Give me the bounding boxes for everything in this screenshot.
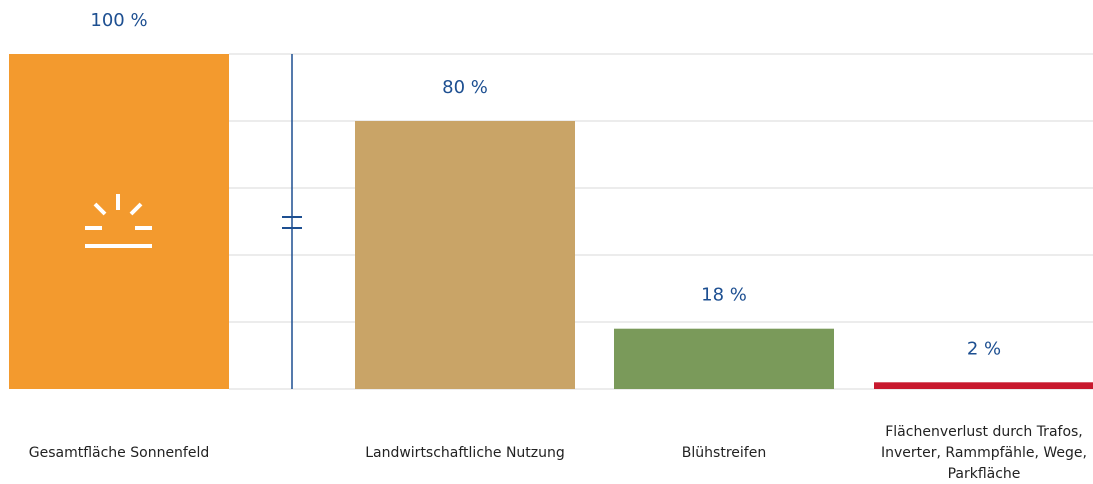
bar: [874, 382, 1093, 389]
category-label: Blühstreifen: [611, 418, 837, 484]
category-label: Landwirtschaftliche Nutzung: [352, 418, 578, 484]
chart: 100 % 80 % 18 % 2 % Gesamtfläche Sonnenfeld…: [0, 0, 1093, 484]
chart-svg: 100 % 80 % 18 % 2 %: [0, 0, 1093, 484]
category-label: Flächenverlust durch Trafos, Inverter, R…: [871, 418, 1093, 484]
value-label: 2 %: [967, 338, 1001, 359]
value-label: 80 %: [442, 77, 488, 98]
value-label: 100 %: [90, 10, 147, 31]
category-label: Gesamtfläche Sonnenfeld: [6, 418, 232, 484]
bar: [614, 329, 834, 389]
value-label: 18 %: [701, 285, 747, 306]
bar: [9, 54, 229, 389]
bar: [355, 121, 575, 389]
